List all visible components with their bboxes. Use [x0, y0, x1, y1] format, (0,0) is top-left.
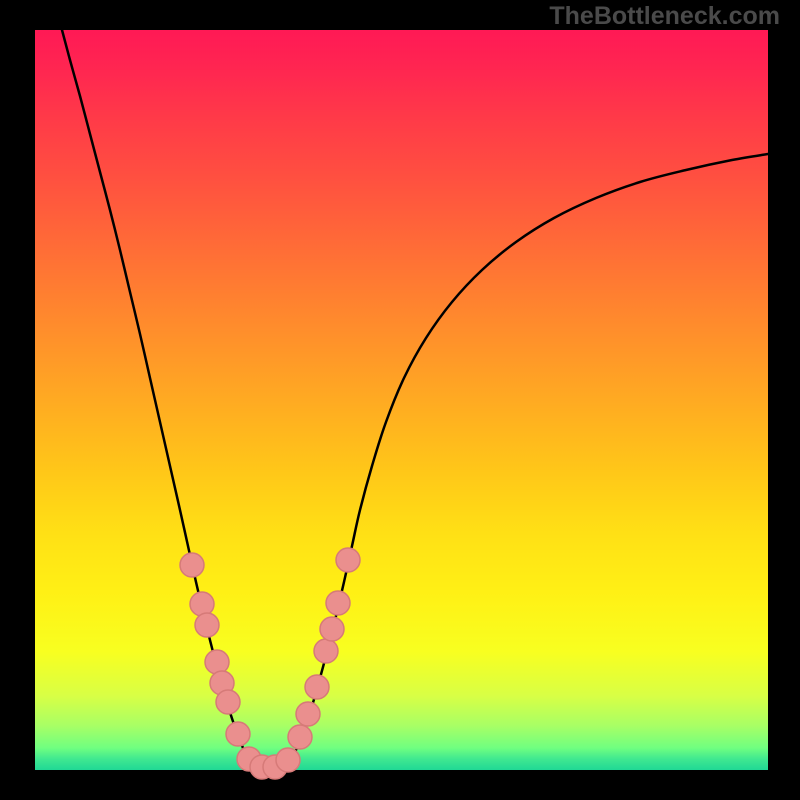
gradient-background: [35, 30, 768, 770]
chart-container: TheBottleneck.com: [0, 0, 800, 800]
plot-area: [35, 30, 768, 770]
watermark-text: TheBottleneck.com: [549, 2, 780, 31]
